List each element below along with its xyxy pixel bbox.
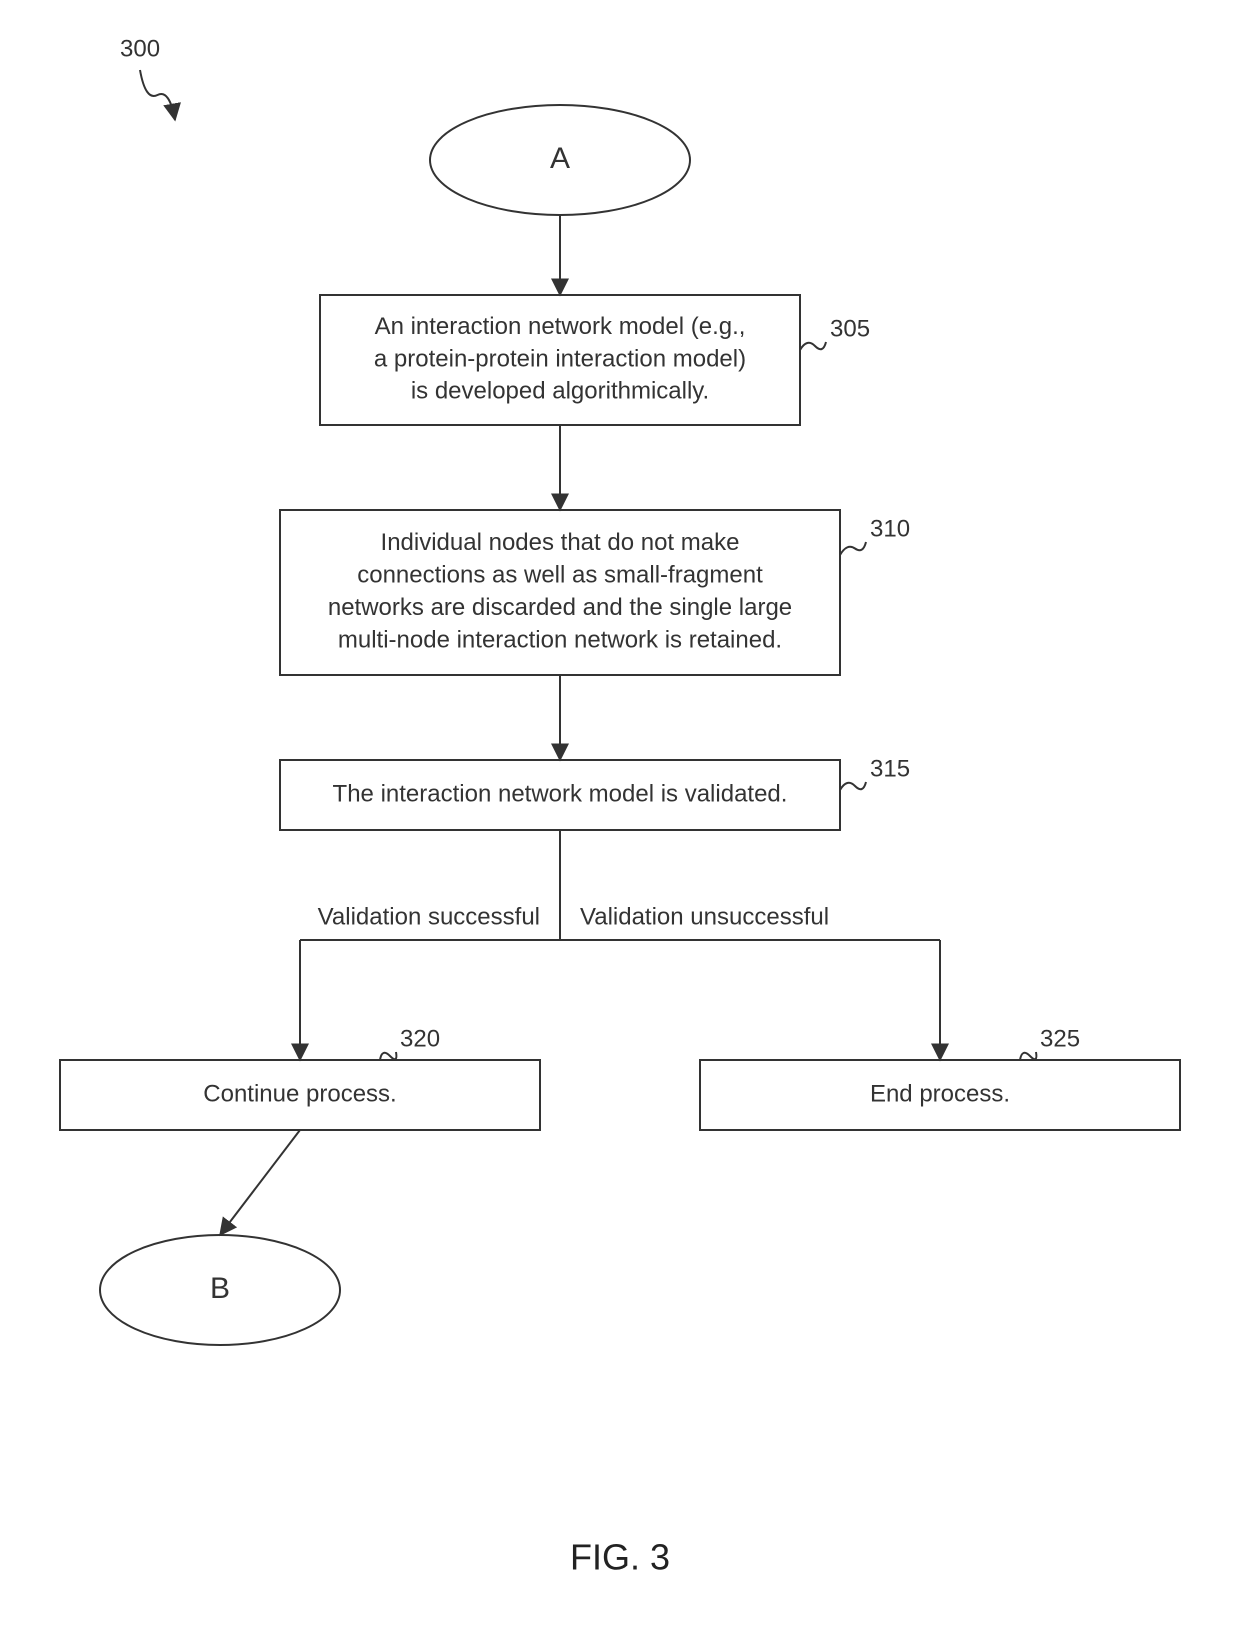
ref-squiggle [840, 542, 866, 555]
node-text: Individual nodes that do not make [381, 529, 740, 556]
node-text: End process. [870, 1080, 1010, 1107]
figure-caption: FIG. 3 [570, 1537, 670, 1578]
flowchart-figure: 300 A An interaction network model (e.g., a… [0, 0, 1240, 1638]
ref-squiggle [380, 1052, 396, 1060]
ref-label: 320 [400, 1025, 440, 1052]
ref-squiggle [800, 342, 826, 350]
node-n310: Individual nodes that do not make connect… [280, 510, 910, 675]
ref-label: 310 [870, 515, 910, 542]
node-text: a protein-protein interaction model) [374, 345, 746, 372]
ref-label: 305 [830, 315, 870, 342]
node-B: B [100, 1235, 340, 1345]
ref-label: 325 [1040, 1025, 1080, 1052]
node-text: networks are discarded and the single la… [328, 594, 792, 621]
edge-label-right: Validation unsuccessful [580, 903, 829, 930]
node-text: connections as well as small-fragment [357, 562, 763, 589]
node-n305: An interaction network model (e.g., a pro… [320, 295, 870, 425]
figure-ref-label: 300 [120, 35, 160, 62]
node-n315: The interaction network model is validat… [280, 755, 910, 830]
ref-squiggle [840, 782, 866, 790]
node-text: is developed algorithmically. [411, 378, 709, 405]
edge [220, 1130, 300, 1235]
node-A: A [430, 105, 690, 215]
node-text: A [550, 142, 570, 175]
ref-label: 315 [870, 755, 910, 782]
node-text: multi-node interaction network is retain… [338, 626, 782, 653]
node-text: An interaction network model (e.g., [375, 313, 746, 340]
figure-ref-arrow [140, 70, 175, 120]
node-text: Continue process. [203, 1080, 396, 1107]
node-text: B [210, 1272, 230, 1305]
edge-label-left: Validation successful [318, 903, 540, 930]
ref-squiggle [1020, 1052, 1036, 1060]
node-text: The interaction network model is validat… [333, 780, 788, 807]
